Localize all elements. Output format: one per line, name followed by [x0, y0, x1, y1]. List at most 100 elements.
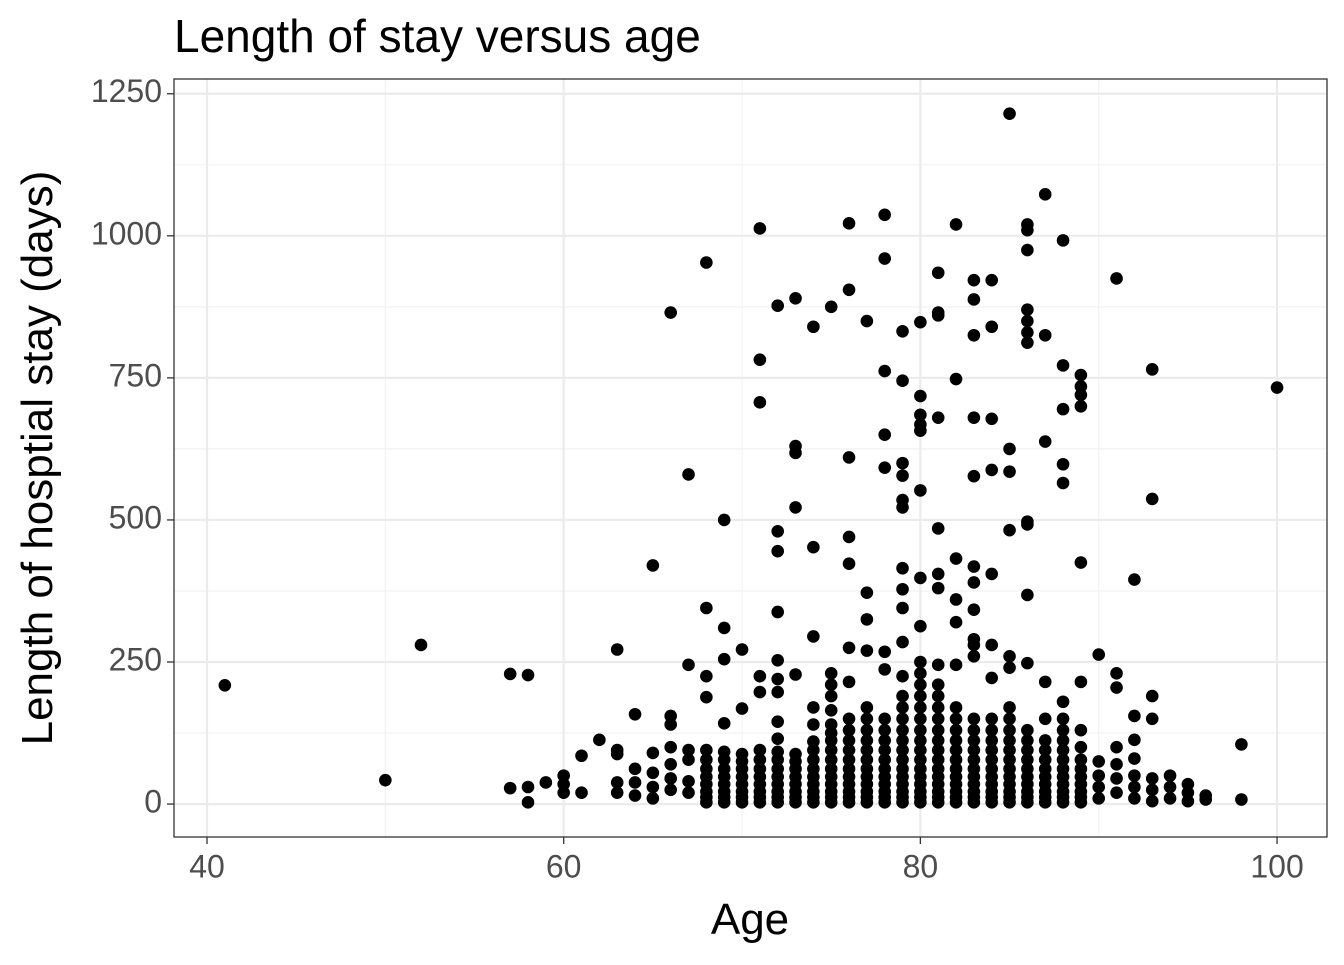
point — [1038, 188, 1052, 201]
point — [967, 560, 981, 573]
point — [1163, 780, 1177, 794]
point — [1021, 743, 1034, 757]
point — [1110, 786, 1123, 799]
point — [931, 712, 945, 726]
point — [575, 749, 588, 763]
point — [949, 218, 963, 231]
point — [1056, 762, 1070, 776]
point — [914, 701, 927, 714]
point — [628, 762, 642, 776]
point — [824, 300, 838, 314]
point — [771, 762, 784, 776]
point — [771, 672, 784, 686]
point — [824, 753, 838, 767]
point — [735, 702, 749, 715]
point — [771, 299, 784, 313]
point — [664, 306, 677, 319]
point — [914, 389, 927, 403]
point — [664, 740, 677, 754]
point — [753, 353, 767, 366]
point — [1163, 769, 1177, 782]
point — [824, 678, 838, 692]
point — [1038, 743, 1052, 757]
point — [878, 743, 892, 757]
point — [967, 734, 981, 747]
point — [1074, 753, 1088, 767]
point — [896, 669, 909, 683]
point — [771, 732, 784, 745]
point — [949, 762, 963, 776]
point — [1074, 675, 1088, 689]
point — [1003, 723, 1016, 737]
point — [896, 734, 909, 747]
y-tick-label: 1000 — [91, 215, 162, 251]
point — [717, 621, 731, 635]
point — [1003, 442, 1016, 456]
point — [914, 571, 927, 585]
point — [949, 753, 963, 767]
point — [646, 746, 660, 760]
point — [824, 743, 838, 757]
point — [967, 650, 981, 663]
point — [1092, 648, 1106, 661]
point — [1003, 743, 1016, 757]
point — [878, 208, 892, 222]
point — [931, 753, 945, 767]
point — [914, 743, 927, 757]
point — [949, 552, 963, 565]
point — [717, 762, 731, 776]
point — [842, 712, 856, 726]
point — [771, 524, 784, 538]
point — [842, 641, 856, 655]
point — [807, 701, 820, 714]
point — [1021, 243, 1034, 257]
point — [1056, 734, 1070, 747]
point — [878, 663, 892, 676]
point — [1003, 523, 1016, 537]
point — [914, 723, 927, 737]
point — [860, 762, 874, 776]
point — [914, 424, 927, 438]
point — [914, 484, 927, 497]
point — [931, 266, 945, 280]
point — [842, 743, 856, 757]
point — [878, 428, 892, 442]
point — [1181, 777, 1195, 791]
point — [1074, 399, 1088, 413]
point — [824, 689, 838, 703]
point — [1128, 709, 1141, 723]
point — [931, 701, 945, 714]
point — [842, 451, 856, 464]
point — [896, 689, 909, 703]
point — [503, 781, 517, 795]
point — [824, 703, 838, 717]
point — [1056, 359, 1070, 372]
point — [218, 678, 232, 692]
point — [967, 712, 981, 726]
point — [824, 667, 838, 680]
point — [682, 658, 695, 672]
point — [1003, 712, 1016, 726]
point — [1021, 326, 1034, 339]
point — [931, 581, 945, 595]
point — [521, 780, 535, 794]
point — [914, 734, 927, 747]
point — [878, 712, 892, 726]
point — [967, 762, 981, 776]
point — [1145, 363, 1159, 376]
point — [771, 653, 784, 667]
point — [985, 712, 999, 726]
point — [914, 619, 927, 633]
point — [985, 412, 999, 426]
point — [985, 743, 999, 757]
point — [1021, 723, 1034, 737]
point — [1038, 712, 1052, 726]
point — [682, 786, 695, 799]
point — [1038, 435, 1052, 448]
point — [1163, 792, 1177, 805]
point — [1038, 328, 1052, 342]
point — [539, 776, 553, 789]
point — [878, 762, 892, 776]
